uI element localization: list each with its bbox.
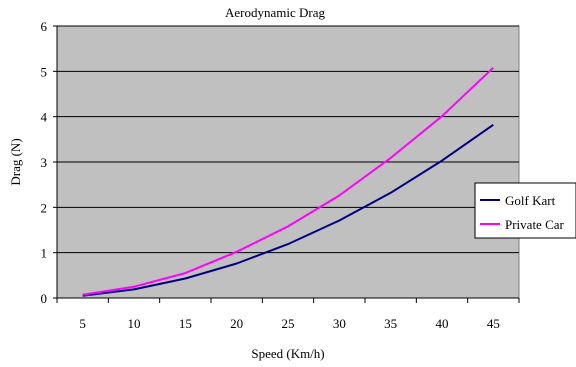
x-tick-label: 30 — [333, 316, 346, 331]
legend-box — [474, 182, 576, 239]
series-line-private-car — [82, 66, 494, 296]
chart-title: Aerodynamic Drag — [225, 5, 325, 20]
y-tick-label: 4 — [41, 110, 48, 125]
x-tick-label: 20 — [230, 316, 243, 331]
y-tick-label: 5 — [41, 64, 48, 79]
y-tick-label: 6 — [41, 19, 48, 34]
x-tick-label: 10 — [128, 316, 141, 331]
gridlines — [57, 25, 519, 254]
x-tick-label: 35 — [384, 316, 397, 331]
legend-label-private-car: Private Car — [505, 217, 565, 232]
legend-label-golf-kart: Golf Kart — [505, 193, 556, 208]
y-tick-label: 0 — [41, 291, 48, 306]
y-axis-label: Drag (N) — [8, 138, 23, 185]
x-tick-label: 5 — [79, 316, 86, 331]
legend: Golf Kart Private Car — [474, 182, 576, 239]
series-lines — [82, 66, 494, 297]
y-tick-label: 3 — [41, 155, 48, 170]
axes — [53, 25, 520, 303]
x-tick-labels: 5 10 15 20 25 30 35 40 45 — [79, 316, 499, 331]
y-tick-label: 1 — [41, 246, 48, 261]
x-axis-label: Speed (Km/h) — [251, 346, 324, 361]
x-tick-label: 25 — [282, 316, 295, 331]
y-tick-labels: 0 1 2 3 4 5 6 — [41, 19, 48, 306]
x-tick-label: 40 — [436, 316, 449, 331]
series-line-golf-kart — [82, 123, 494, 297]
x-tick-label: 15 — [179, 316, 192, 331]
y-tick-label: 2 — [41, 200, 48, 215]
x-tick-label: 45 — [487, 316, 500, 331]
